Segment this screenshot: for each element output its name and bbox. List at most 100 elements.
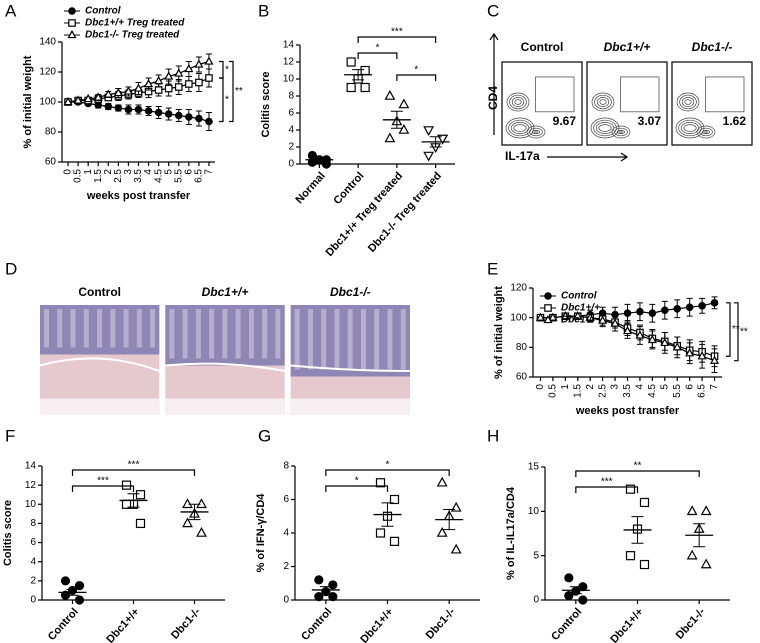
gate <box>535 76 575 113</box>
point <box>697 351 707 360</box>
image-title: Dbc1+/+ <box>202 285 249 299</box>
crypt <box>334 309 340 370</box>
point <box>134 105 143 114</box>
x-tick-label: 5.5 <box>173 169 184 183</box>
crypt <box>374 309 380 370</box>
point <box>346 82 356 93</box>
error-bar <box>319 586 332 594</box>
crypt <box>97 309 103 348</box>
y-tick-label: 0 <box>283 595 289 606</box>
contour <box>676 92 700 112</box>
error-bar <box>390 110 403 129</box>
x-tick-label: 3 <box>123 169 134 175</box>
point <box>135 490 146 500</box>
x-tick-label: Dbc1+/+ Treg treated <box>324 170 406 259</box>
point <box>698 301 706 310</box>
gate-value: 1.62 <box>723 114 747 128</box>
y-tick-label: 14 <box>283 40 295 51</box>
point <box>154 108 163 117</box>
y-tick-label: 100 <box>39 97 56 108</box>
plot-frame <box>671 61 753 146</box>
tissue-edge <box>290 364 411 372</box>
point <box>625 484 636 494</box>
sig-label: * <box>376 43 380 54</box>
legend-label: Dbc1-/- <box>561 315 596 326</box>
y-tick-label: 120 <box>510 283 527 294</box>
point <box>648 309 657 318</box>
y-tick-label: 0 <box>288 159 294 170</box>
x-tick-label: 1 <box>560 384 571 390</box>
x-tick-label: Control <box>46 606 81 643</box>
point <box>436 476 448 487</box>
crypt <box>83 309 89 348</box>
y-tick-label: 12 <box>25 480 37 491</box>
point <box>185 113 193 121</box>
y-arrow <box>489 32 499 135</box>
x-tick-label: 3.5 <box>622 384 633 398</box>
point <box>686 549 698 560</box>
x-tick-label: 4.5 <box>647 384 658 398</box>
contour <box>531 130 541 134</box>
crypt <box>307 309 313 370</box>
panel-label: B <box>258 1 269 20</box>
crypt <box>360 309 366 370</box>
point <box>700 505 712 516</box>
point <box>564 573 574 583</box>
sig-bracket <box>396 74 437 81</box>
legend-label: Dbc1+/+ <box>561 303 600 314</box>
y-axis-title: % of IFN-γ/CD4 <box>255 493 267 573</box>
crypt <box>169 309 175 359</box>
contour <box>508 119 532 137</box>
point <box>710 299 719 307</box>
gate <box>705 76 745 113</box>
crypt <box>248 309 254 359</box>
contour <box>619 130 623 134</box>
plot-title: Dbc1+/+ <box>604 40 651 54</box>
contour <box>616 130 626 134</box>
x-tick-label: 7 <box>709 384 720 390</box>
error-bar <box>381 502 394 527</box>
y-tick-label: 15 <box>528 462 540 473</box>
x-tick-label: 4 <box>635 384 646 390</box>
point <box>610 318 620 327</box>
x-tick-label: 6 <box>684 384 695 390</box>
sig-label: *** <box>601 477 613 488</box>
point <box>672 342 682 351</box>
sig-label: *** <box>391 27 403 38</box>
sig-bracket <box>357 36 437 43</box>
point <box>328 592 338 602</box>
point <box>560 311 570 320</box>
point <box>174 68 184 77</box>
crypt <box>294 309 300 370</box>
contour <box>590 117 620 139</box>
x-tick-label: 0 <box>535 384 546 390</box>
point <box>195 114 203 123</box>
point <box>164 71 174 80</box>
point <box>585 312 595 321</box>
point <box>113 87 123 97</box>
contour <box>675 117 705 139</box>
point <box>625 551 636 561</box>
x-arrow <box>547 152 629 162</box>
point <box>328 580 338 590</box>
point <box>389 536 400 546</box>
y-tick-label: 4 <box>30 556 36 567</box>
x-tick-label: 5.5 <box>672 384 683 398</box>
x-tick-label: Control <box>299 606 334 643</box>
contour <box>598 124 612 132</box>
gate-value: 3.07 <box>638 114 662 128</box>
point <box>314 575 324 585</box>
x-tick-label: Dbc1-/- <box>424 606 458 642</box>
error-bar <box>443 509 456 531</box>
tissue-edge <box>165 362 285 372</box>
point <box>700 558 712 569</box>
tissue-lower <box>40 398 160 415</box>
error-bar <box>569 586 582 595</box>
point <box>164 110 173 118</box>
point <box>623 309 632 318</box>
contour <box>678 119 702 137</box>
point <box>375 478 386 488</box>
point <box>184 63 194 73</box>
x-tick-label: Dbc1-/- <box>169 606 203 642</box>
